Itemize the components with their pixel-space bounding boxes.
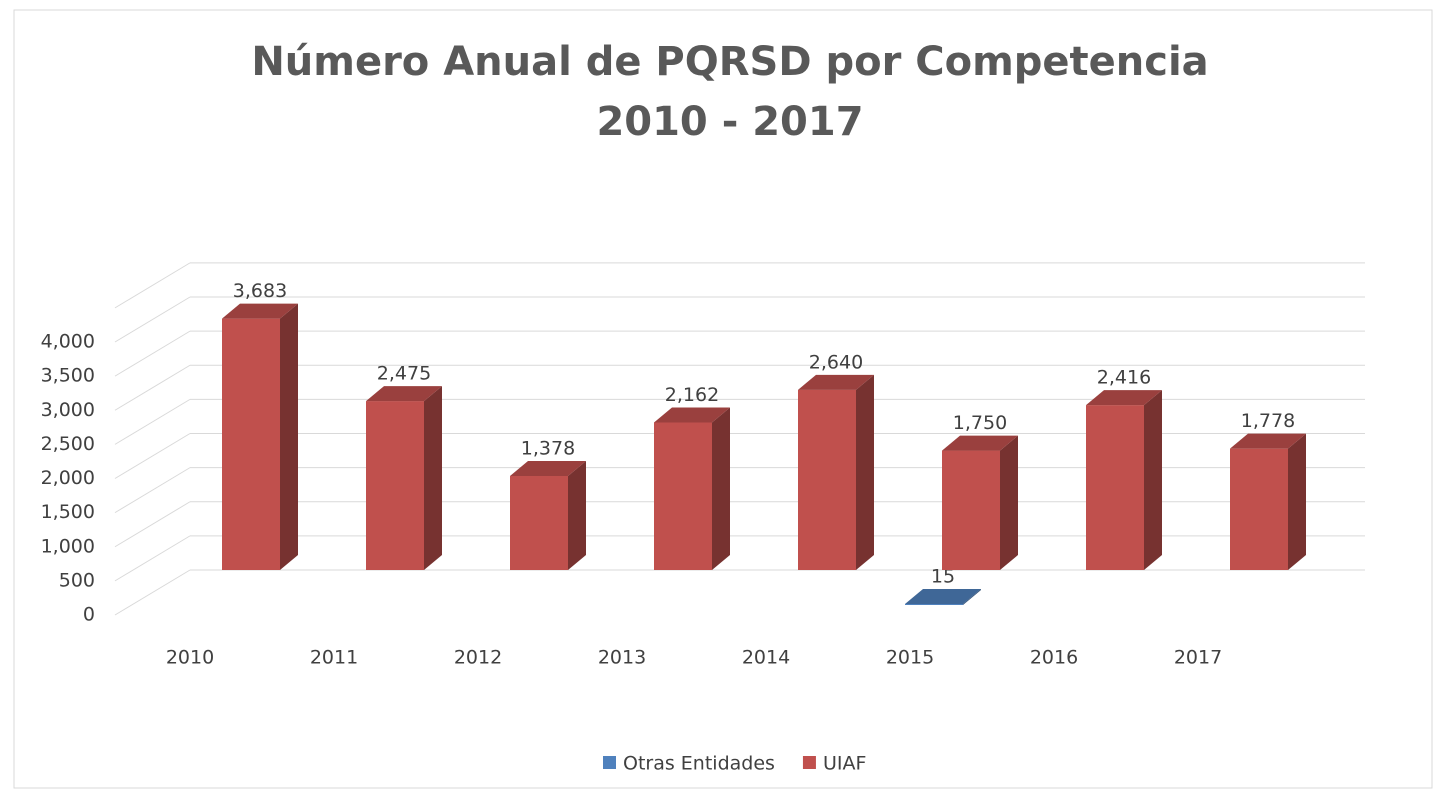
data-label: 1,778	[1241, 410, 1295, 432]
bar	[1230, 433, 1306, 570]
bar-side	[280, 303, 298, 570]
y-tick-label: 500	[59, 569, 95, 591]
bar-side	[424, 386, 442, 570]
x-tick-label: 2017	[1174, 647, 1222, 669]
legend-swatch	[603, 756, 616, 769]
x-tick-label: 2013	[598, 647, 646, 669]
bar-side	[568, 460, 586, 570]
bar	[942, 435, 1018, 570]
bar-top	[1086, 390, 1162, 406]
x-tick-label: 2011	[310, 647, 358, 669]
chart-title: 2010 - 2017	[596, 99, 863, 145]
y-tick-label: 3,000	[41, 399, 95, 421]
bar-top	[942, 435, 1018, 451]
y-tick-label: 1,500	[41, 501, 95, 523]
bar-front	[1230, 448, 1288, 570]
bar-top	[905, 588, 981, 604]
data-label: 2,640	[809, 351, 863, 373]
bar-top	[222, 303, 298, 319]
bar-front	[510, 475, 568, 570]
bar-front	[905, 603, 963, 605]
bar-front	[1086, 405, 1144, 570]
bar-top	[654, 407, 730, 423]
y-tick-label: 0	[83, 604, 95, 626]
bar-top	[510, 460, 586, 476]
bar	[798, 374, 874, 570]
grid-line	[114, 364, 191, 411]
legend-label: Otras Entidades	[623, 753, 775, 775]
y-tick-label: 2,500	[41, 433, 95, 455]
data-label: 3,683	[233, 280, 287, 302]
bar-front	[366, 401, 424, 570]
bar-side	[1144, 390, 1162, 570]
x-tick-label: 2016	[1030, 647, 1078, 669]
grid-line	[114, 535, 191, 582]
x-tick-label: 2012	[454, 647, 502, 669]
grid-line	[114, 569, 191, 616]
data-label: 2,416	[1097, 367, 1151, 389]
bar	[905, 588, 981, 605]
grid-line	[114, 433, 191, 479]
bar-side	[1288, 433, 1306, 570]
bar	[366, 386, 442, 570]
grid-line	[114, 262, 191, 309]
data-label: 2,162	[665, 384, 719, 406]
y-tick-label: 2,000	[41, 467, 95, 489]
bar-front	[798, 389, 856, 570]
bar	[654, 407, 730, 570]
y-tick-label: 1,000	[41, 535, 95, 557]
bar-top	[1230, 433, 1306, 449]
y-tick-label: 3,500	[41, 365, 95, 387]
bar-front	[942, 450, 1000, 570]
chart-title: Número Anual de PQRSD por Competencia	[251, 39, 1208, 85]
bar-side	[963, 588, 981, 605]
bar-top	[366, 386, 442, 402]
legend-label: UIAF	[823, 753, 866, 775]
grid-line	[114, 398, 191, 445]
grid-line	[114, 467, 191, 514]
bar	[222, 303, 298, 570]
data-label: 15	[931, 565, 955, 587]
data-label: 2,475	[377, 363, 431, 385]
grid-line	[114, 501, 191, 548]
bar-front	[654, 422, 712, 570]
x-tick-label: 2015	[886, 647, 934, 669]
bar-front	[222, 318, 280, 570]
y-tick-label: 4,000	[41, 331, 95, 353]
bar-side	[712, 407, 730, 570]
data-label: 1,750	[953, 412, 1007, 434]
bar	[510, 460, 586, 570]
bar	[1086, 390, 1162, 570]
x-tick-label: 2010	[166, 647, 214, 669]
legend-swatch	[802, 756, 816, 769]
grid-line	[114, 330, 191, 377]
bar-side	[1000, 435, 1018, 570]
grid-line	[114, 296, 191, 343]
x-tick-label: 2014	[742, 647, 790, 669]
data-label: 1,378	[521, 437, 575, 459]
bar-top	[798, 374, 874, 390]
bar-side	[856, 374, 874, 570]
